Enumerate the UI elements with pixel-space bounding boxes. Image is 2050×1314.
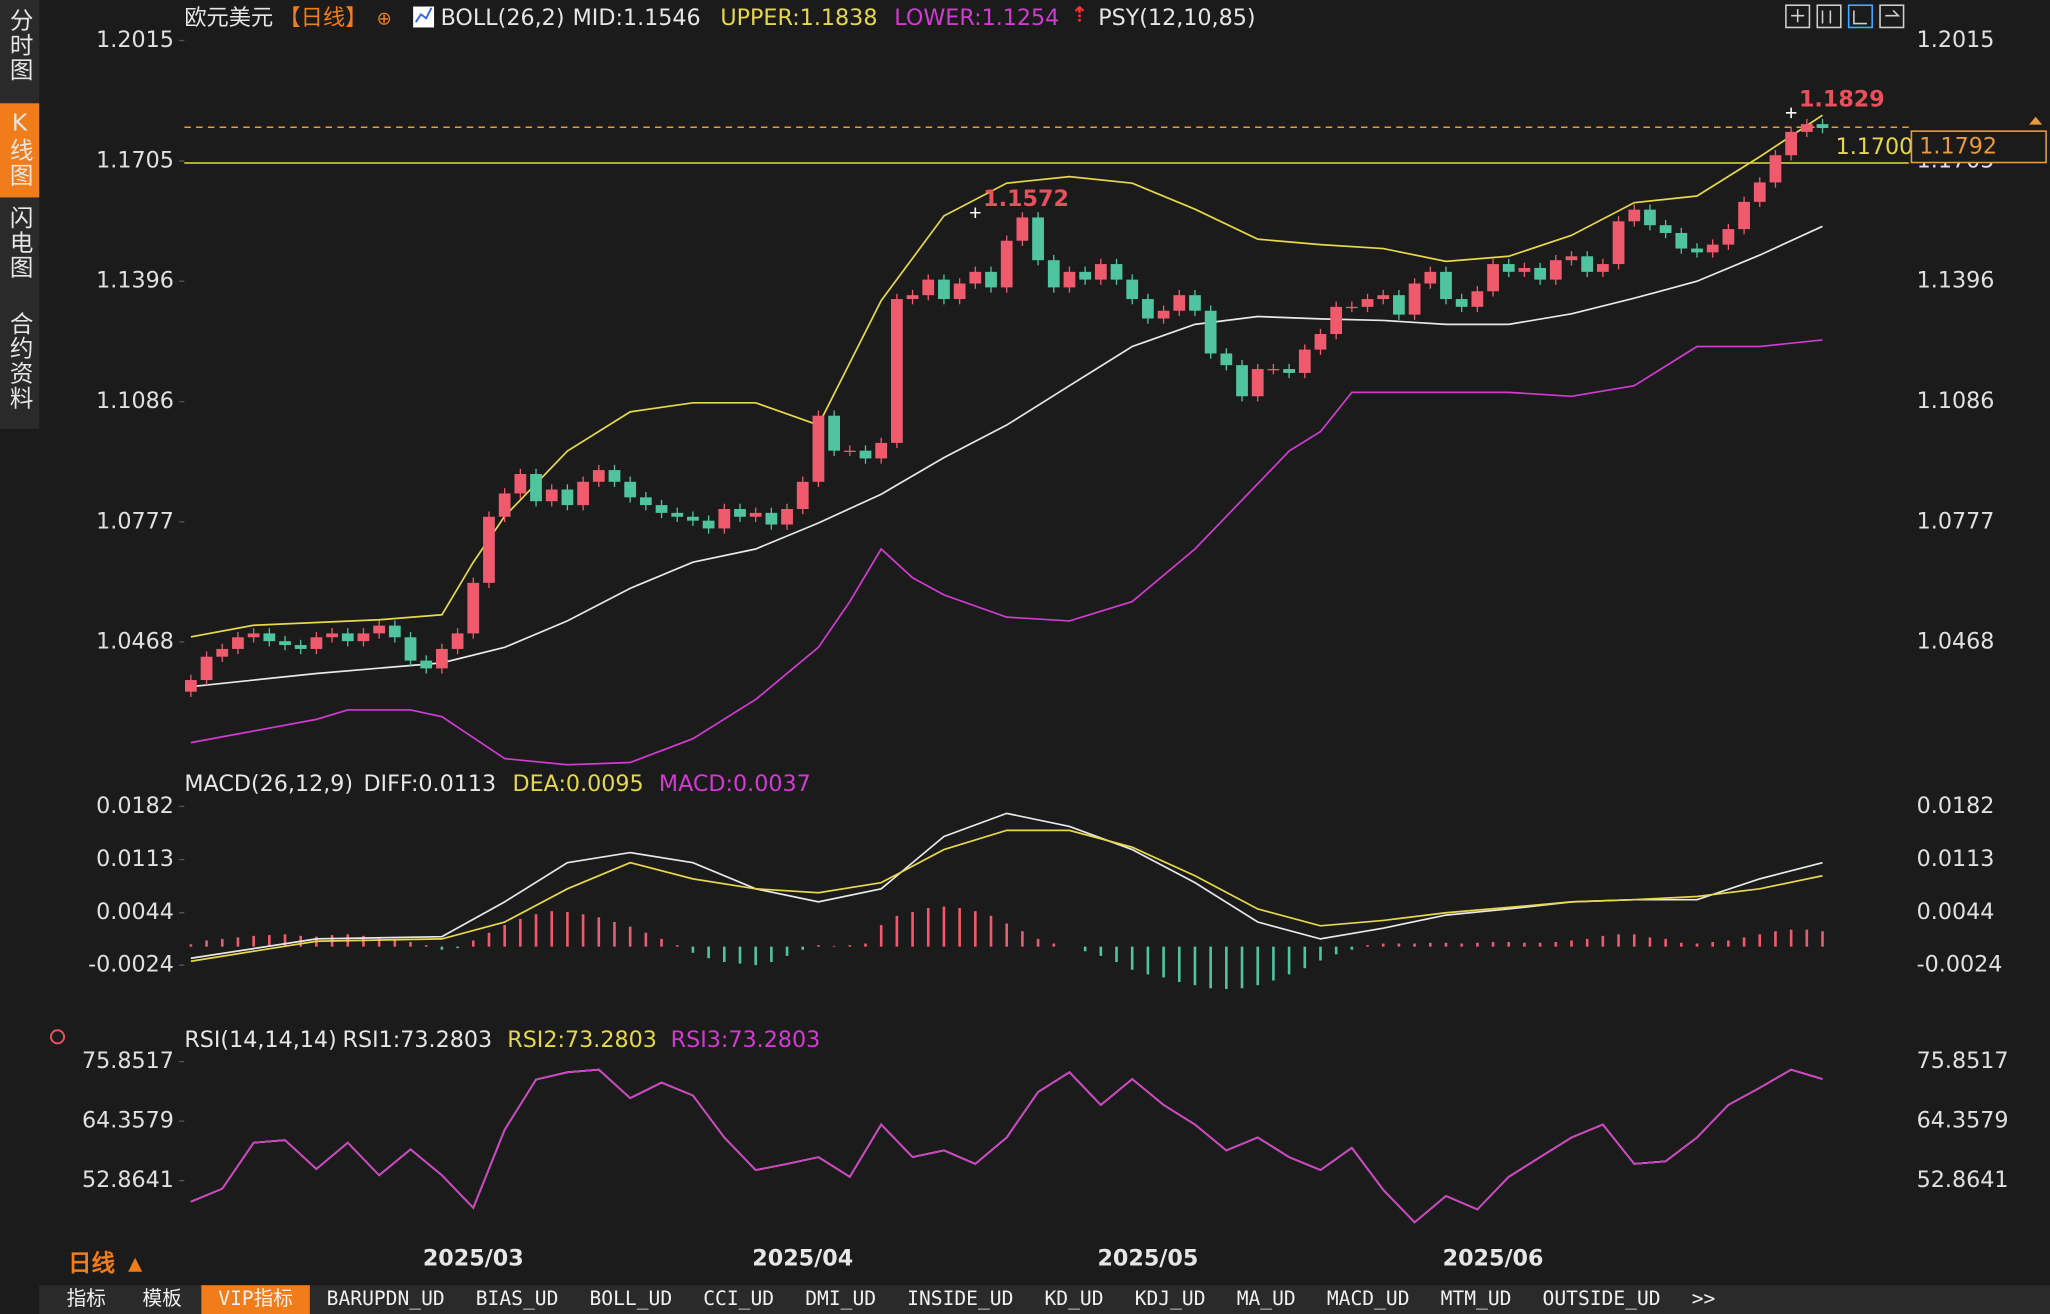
y-tick-label: 1.2015 <box>96 27 174 53</box>
high-marker <box>1785 107 1797 119</box>
legend-entry: MACD:0.0037 <box>659 771 811 797</box>
tab[interactable]: 模板 <box>143 1287 182 1310</box>
tab-bar <box>39 1285 2050 1314</box>
tab[interactable]: MACD_UD <box>1327 1287 1410 1310</box>
y-tick-label-right: 0.0044 <box>1917 899 1995 925</box>
tab[interactable]: 指标 <box>67 1287 106 1310</box>
indicator-title: RSI(14,14,14) <box>184 1027 336 1053</box>
tab[interactable]: KD_UD <box>1045 1287 1104 1310</box>
sidebar-tab[interactable]: 合约资料 <box>6 311 34 411</box>
sidebar-active <box>0 103 40 198</box>
x-tick-label: 2025/05 <box>1097 1246 1198 1272</box>
y-tick-label-right: 64.3579 <box>1917 1108 2009 1134</box>
icon[interactable] <box>1847 4 1873 29</box>
y-tick-label-right: 1.1396 <box>1917 268 1995 294</box>
icon[interactable] <box>1816 4 1842 29</box>
y-tick-label-right: 52.8641 <box>1917 1167 2009 1193</box>
toolbar-icons <box>1785 4 1905 29</box>
tab[interactable]: BIAS_UD <box>476 1287 559 1310</box>
price-box-label: 1.1792 <box>1919 133 1997 159</box>
line <box>190 114 1823 638</box>
line <box>190 1068 1823 1224</box>
high-label: 1.1572 <box>983 186 1069 212</box>
symbol: 欧元美元 <box>184 5 273 31</box>
indicator-title: PSY(12,10,85) <box>1098 5 1255 31</box>
y-tick-label-right: 0.0113 <box>1917 846 1995 872</box>
y-tick-label-right: -0.0024 <box>1917 952 2003 978</box>
tab[interactable]: BARUPDN_UD <box>327 1287 445 1310</box>
icon-glyph <box>1791 9 1901 25</box>
legend-entry: RSI3:73.2803 <box>671 1027 821 1053</box>
legend-entry: DIFF:0.0113 <box>363 771 496 797</box>
add-icon[interactable]: ⊕ <box>377 9 392 30</box>
x-tick-label: 2025/04 <box>752 1246 853 1272</box>
legend-entry: LOWER:1.1254 <box>894 5 1059 31</box>
tab[interactable]: DMI_UD <box>805 1287 876 1310</box>
y-tick-label-right: 0.0182 <box>1917 793 1995 819</box>
tab[interactable]: CCI_UD <box>703 1287 774 1310</box>
high-label: 1.1829 <box>1799 86 1885 112</box>
y-tick-label: 1.0777 <box>96 508 174 534</box>
legend-entry: RSI2:73.2803 <box>507 1027 657 1053</box>
y-tick-label: 1.0468 <box>96 628 174 654</box>
sidebar-tab[interactable]: 闪电图 <box>6 205 34 280</box>
legend-entry: DEA:0.0095 <box>513 771 644 797</box>
boll-icon-glyph <box>414 7 433 23</box>
y-tick-label: 0.0044 <box>96 899 174 925</box>
line <box>190 829 1823 963</box>
y-tick-label: 1.1396 <box>96 268 174 294</box>
tab[interactable]: BOLL_UD <box>589 1287 672 1310</box>
y-tick-label: 64.3579 <box>82 1108 174 1134</box>
high-marker <box>970 207 981 218</box>
tab[interactable]: KDJ_UD <box>1135 1287 1206 1310</box>
y-tick-label: 0.0182 <box>96 793 174 819</box>
up-arrow: ⇡ <box>1071 3 1089 27</box>
reference-label: 1.1700 <box>1836 134 1914 160</box>
y-tick-label-right: 75.8517 <box>1917 1048 2009 1074</box>
tab[interactable]: OUTSIDE_UD <box>1543 1287 1661 1310</box>
y-tick-label: -0.0024 <box>88 952 174 978</box>
settings-icon[interactable] <box>50 1029 66 1045</box>
price-box <box>1910 130 2047 164</box>
indicator-title: BOLL(26,2) <box>441 5 565 31</box>
line <box>190 339 1823 766</box>
legend-entry: MID:1.1546 <box>573 5 701 31</box>
y-tick-label-right: 1.2015 <box>1917 27 1995 53</box>
x-tick-label: 2025/06 <box>1443 1246 1544 1272</box>
y-tick-label-right: 1.0468 <box>1917 628 1995 654</box>
y-tick-label: 1.1086 <box>96 388 174 414</box>
tab[interactable]: MTM_UD <box>1441 1287 1512 1310</box>
y-tick-label: 0.0113 <box>96 846 174 872</box>
y-tick-label: 1.1705 <box>96 148 174 174</box>
tab[interactable]: >> <box>1692 1287 1716 1310</box>
y-tick-label: 52.8641 <box>82 1167 174 1193</box>
period: 【日线】 <box>278 5 367 31</box>
line <box>190 225 1823 688</box>
tab-active <box>201 1285 310 1314</box>
tab[interactable]: INSIDE_UD <box>907 1287 1013 1310</box>
tab[interactable]: VIP指标 <box>218 1287 293 1310</box>
tab[interactable]: MA_UD <box>1237 1287 1296 1310</box>
icon[interactable] <box>1785 4 1811 29</box>
price-flag <box>2029 116 2043 125</box>
x-tick-label: 2025/03 <box>423 1246 524 1272</box>
legend-entry: UPPER:1.1838 <box>720 5 877 31</box>
y-tick-label: 75.8517 <box>82 1048 174 1074</box>
sidebar <box>0 0 40 429</box>
period-arrow[interactable]: ▲ <box>128 1253 143 1274</box>
legend-entry: RSI1:73.2803 <box>343 1027 493 1053</box>
period-label[interactable]: 日线 <box>68 1249 116 1277</box>
sidebar-tab[interactable]: 分时图 <box>6 8 34 83</box>
icon[interactable] <box>1879 4 1905 29</box>
indicator-title: MACD(26,12,9) <box>184 771 353 797</box>
y-tick-label-right: 1.0777 <box>1917 508 1995 534</box>
y-tick-label-right: 1.1086 <box>1917 388 1995 414</box>
sidebar-tab[interactable]: K线图 <box>6 109 34 188</box>
